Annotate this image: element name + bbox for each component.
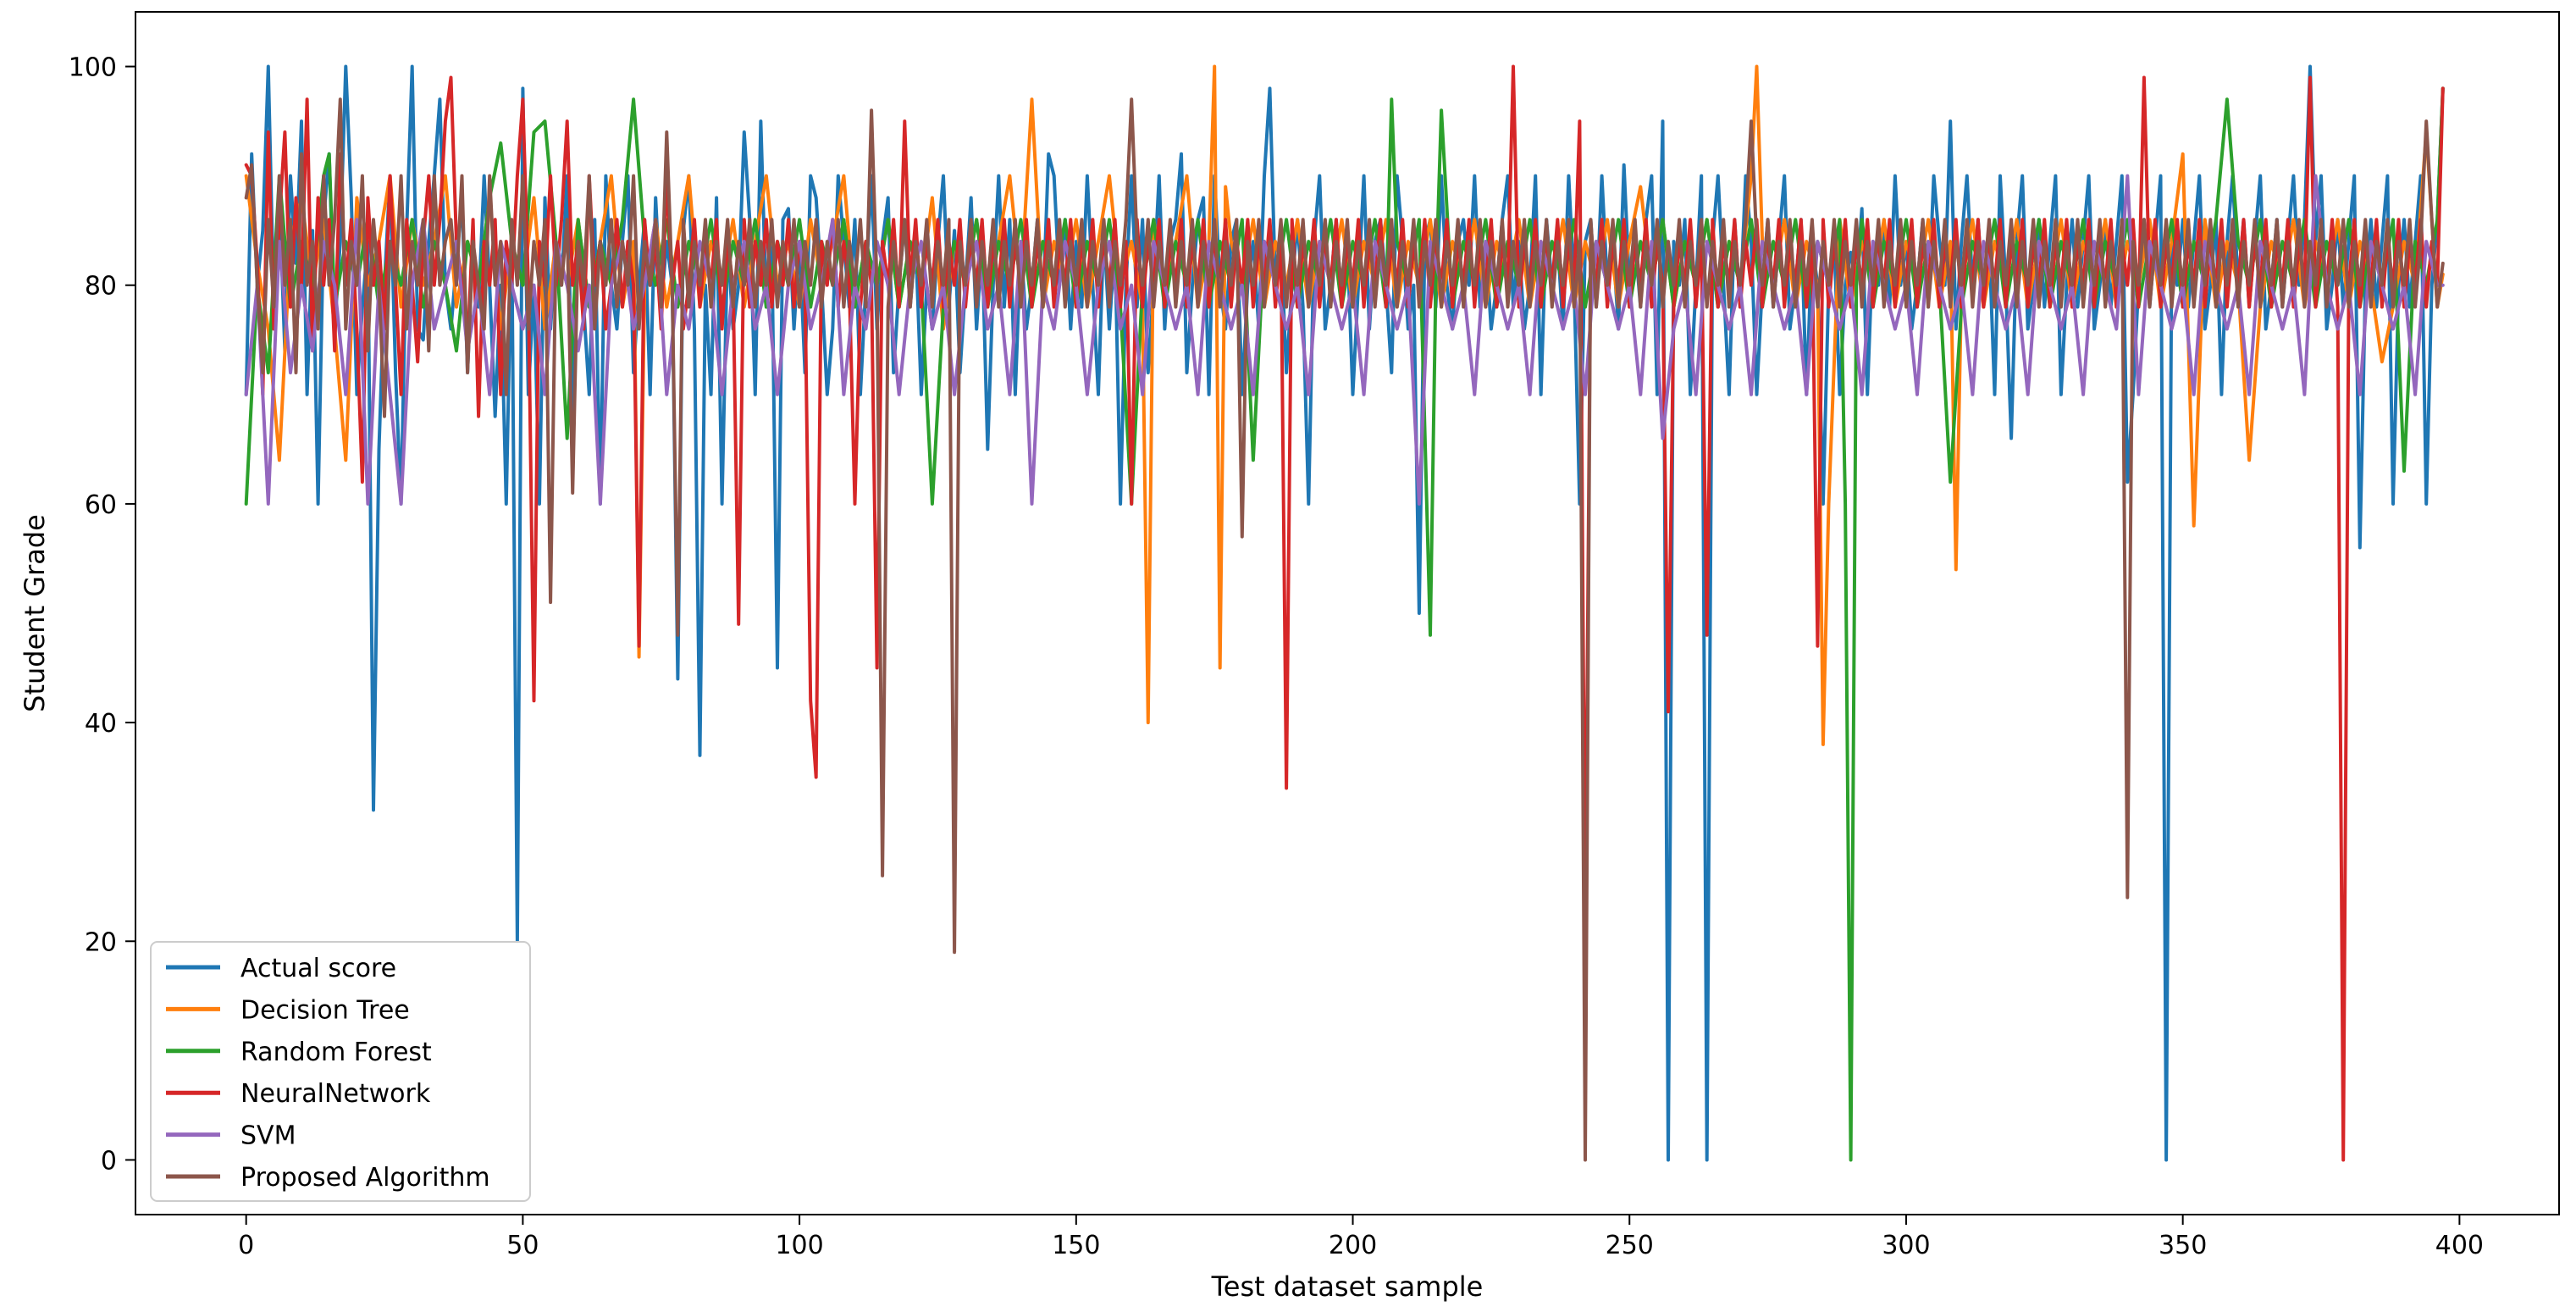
legend-label: Random Forest — [240, 1038, 432, 1067]
y-tick-label: 100 — [69, 53, 117, 83]
y-tick-label: 20 — [85, 927, 117, 957]
legend-label: SVM — [240, 1121, 296, 1151]
x-tick-label: 50 — [506, 1231, 539, 1260]
y-tick-label: 40 — [85, 709, 117, 739]
legend-label: Actual score — [240, 954, 396, 983]
x-tick-label: 0 — [238, 1231, 254, 1260]
y-axis-ticks: 0 20 40 60 80 100 — [69, 53, 135, 1176]
x-axis-label: Test dataset sample — [1211, 1270, 1484, 1303]
x-tick-label: 400 — [2435, 1231, 2484, 1260]
x-tick-label: 150 — [1052, 1231, 1100, 1260]
legend-box — [150, 941, 531, 1202]
x-tick-label: 250 — [1606, 1231, 1654, 1260]
plot-area-frame — [135, 11, 2560, 1215]
series-line-1 — [244, 64, 2445, 746]
y-tick-label: 0 — [101, 1146, 117, 1176]
x-tick-label: 300 — [1882, 1231, 1930, 1260]
y-tick-label: 80 — [85, 272, 117, 302]
legend-label: Decision Tree — [240, 995, 410, 1025]
x-tick-label: 350 — [2159, 1231, 2207, 1260]
legend-label: NeuralNetwork — [240, 1079, 431, 1109]
x-tick-label: 200 — [1329, 1231, 1377, 1260]
series-line-5 — [244, 97, 2445, 1162]
y-tick-label: 60 — [85, 490, 117, 520]
x-axis-ticks: 0 50 100 150 200 250 300 350 400 — [238, 1215, 2484, 1260]
x-tick-label: 100 — [775, 1231, 823, 1260]
series-line-3 — [244, 64, 2445, 1162]
y-axis-label: Student Grade — [19, 514, 51, 712]
series-line-4 — [244, 174, 2445, 506]
legend: Actual score Decision Tree Random Forest Ne… — [150, 941, 531, 1202]
series-layer — [244, 64, 2445, 1162]
legend-label: Proposed Algorithm — [240, 1163, 490, 1193]
